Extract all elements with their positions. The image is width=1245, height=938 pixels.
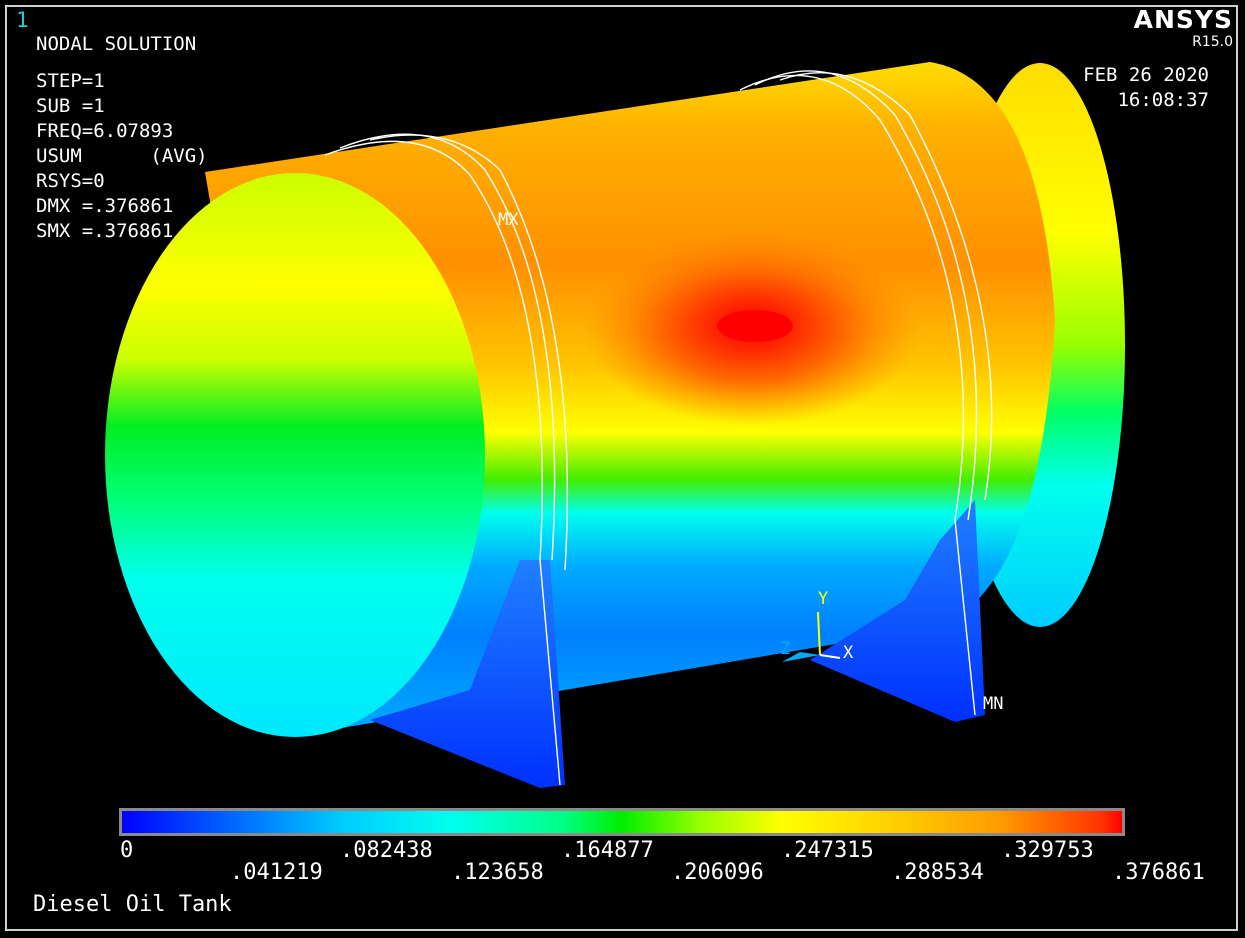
coordinate-triad (782, 611, 841, 662)
contour-legend-bar (119, 808, 1125, 836)
date-label: FEB 26 2020 (1083, 64, 1209, 86)
right-saddle-support (810, 500, 985, 722)
legend-tick: .329753 (1001, 838, 1094, 863)
legend-tick: 0 (120, 838, 134, 863)
ansys-logo: ANSYS R15.0 (1133, 5, 1233, 51)
info-sub: SUB =1 (36, 95, 105, 117)
info-usum: USUM (AVG) (36, 145, 208, 167)
info-result-type: NODAL SOLUTION (36, 33, 197, 55)
time-label: 16:08:37 (1117, 89, 1209, 111)
legend-tick: .041219 (230, 860, 323, 885)
triad-z-label: Z (780, 639, 791, 659)
triad-y-label: Y (818, 589, 829, 609)
timestamp: FEB 26 2020 16:08:37 (1083, 63, 1209, 113)
legend-tick: .247315 (781, 838, 874, 863)
legend-tick: .164877 (561, 838, 654, 863)
legend-tick: .123658 (451, 860, 544, 885)
legend-tick: .206096 (671, 860, 764, 885)
info-step: STEP=1 (36, 70, 105, 92)
info-dmx: DMX =.376861 (36, 195, 174, 217)
model-title: Diesel Oil Tank (33, 892, 232, 917)
window-number: 1 (16, 8, 29, 32)
info-smx: SMX =.376861 (36, 220, 174, 242)
tank-left-end-cap (105, 173, 485, 737)
info-rsys: RSYS=0 (36, 170, 105, 192)
legend-tick: .288534 (891, 860, 984, 885)
graphics-window-frame (5, 5, 1238, 931)
brand-name: ANSYS (1133, 5, 1233, 34)
min-marker: MN (983, 694, 1004, 714)
max-deformation-core (717, 310, 793, 342)
model-viewport[interactable] (0, 0, 1245, 800)
brand-version: R15.0 (1192, 34, 1233, 50)
left-saddle-support (370, 560, 565, 788)
triad-x-label: X (843, 643, 854, 663)
info-freq: FREQ=6.07893 (36, 120, 174, 142)
legend-tick: .082438 (340, 838, 433, 863)
solution-info-panel: NODAL SOLUTION STEP=1 SUB =1 FREQ=6.0789… (36, 32, 208, 244)
right-saddle-outline (739, 70, 993, 716)
left-saddle-outline (324, 133, 569, 786)
legend-tick: .376861 (1112, 860, 1205, 885)
max-marker: MX (498, 210, 519, 230)
